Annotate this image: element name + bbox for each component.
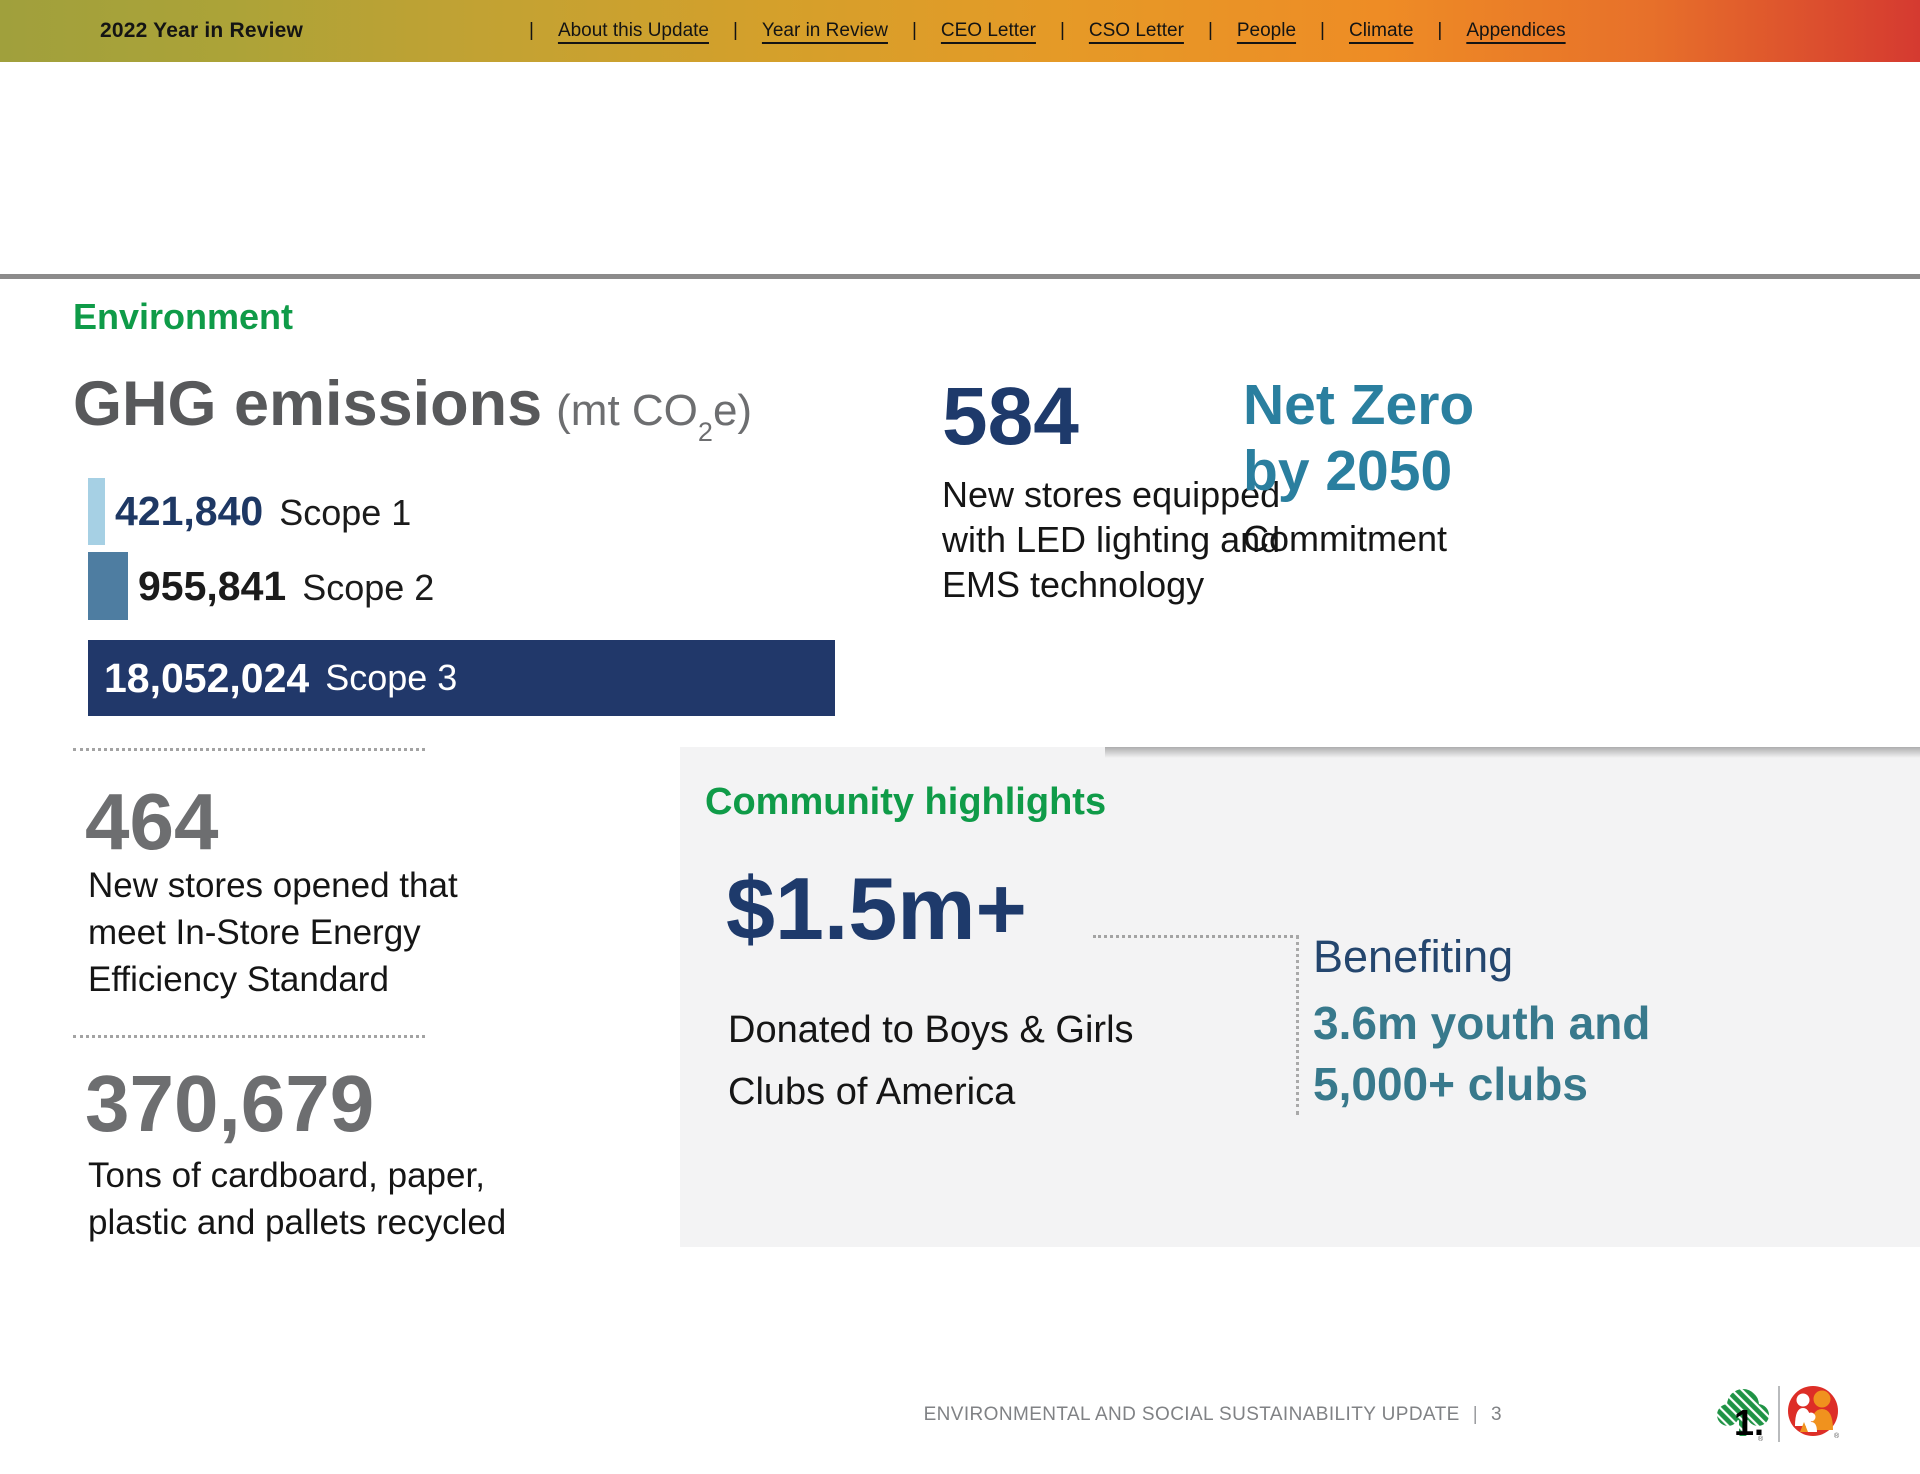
section-heading-community: Community highlights (705, 781, 1107, 823)
dollar-tree-logo: 1. ® (1717, 1389, 1769, 1443)
nav-link-year-in-review[interactable]: Year in Review (761, 20, 888, 41)
net-zero-subtext: Commitment (1243, 518, 1448, 559)
svg-text:®: ® (1758, 1435, 1764, 1443)
ghg-bar-row-scope-2: 955,841 Scope 2 (88, 552, 858, 620)
stat-new-stores-desc: New stores opened that meet In-Store Ene… (88, 866, 458, 999)
ghg-bar-row-scope-1: 421,840 Scope 1 (88, 478, 858, 545)
nav-separator: | (529, 20, 534, 41)
ghg-bar-row-scope-3: 18,052,024 Scope 3 (88, 640, 858, 716)
logo-divider (1778, 1386, 1780, 1442)
ghg-bar-category: Scope 2 (302, 566, 435, 608)
stat-recycled-desc: Tons of cardboard, paper, plastic and pa… (88, 1156, 507, 1242)
stat-led-stores-desc: New stores equipped with LED lighting an… (942, 474, 1281, 605)
ghg-chart-title: GHG emissions (mt CO2e) (73, 368, 752, 448)
nav-link-about-this-update[interactable]: About this Update (557, 20, 709, 41)
nav-separator: | (1059, 20, 1065, 41)
footer-separator: | (1472, 1404, 1479, 1425)
nav-link-appendices[interactable]: Appendices (1466, 20, 1566, 41)
panel-top-shadow (1105, 747, 1920, 758)
header-rule (0, 274, 1920, 279)
dotted-connector-vertical (1296, 935, 1299, 1115)
ghg-emissions-bar-chart: 421,840 Scope 1 955,841 Scope 2 18,052,024 Sc… (88, 478, 858, 716)
nav-separator: | (732, 20, 738, 41)
section-heading-environment: Environment (73, 296, 294, 337)
ghg-bar-scope-2 (88, 552, 128, 620)
ghg-bar-value: 421,840 (115, 488, 264, 534)
ghg-bar-value: 18,052,024 (104, 654, 310, 701)
top-nav-bar: 2022 Year in Review | About this Update | Y… (0, 0, 1920, 62)
stat-recycled-value: 370,679 (85, 1059, 375, 1148)
stat-led-stores-value: 584 (942, 371, 1079, 462)
nav-separator: | (911, 20, 917, 41)
ghg-bar-category: Scope 1 (279, 492, 412, 533)
ghg-bar-value: 955,841 (138, 562, 287, 609)
report-title: 2022 Year in Review (100, 19, 304, 42)
ghg-bar-label-group: 18,052,024 Scope 3 (88, 640, 835, 716)
net-zero-heading: Net Zero by 2050 (1243, 373, 1475, 503)
dotted-divider (73, 748, 425, 751)
stat-new-stores-value: 464 (85, 777, 219, 866)
ghg-title-text: GHG emissions (73, 369, 543, 439)
benefit-stats: 3.6m youth and 5,000+ clubs (1313, 997, 1651, 1110)
nav-link-ceo-letter[interactable]: CEO Letter (940, 20, 1036, 41)
footer-page-number: 3 (1491, 1404, 1502, 1425)
nav-separator: | (1437, 20, 1443, 41)
community-highlights-panel: Community highlights $1.5m+ Donated to B… (680, 747, 1920, 1247)
nav-link-climate[interactable]: Climate (1348, 20, 1414, 41)
donation-amount: $1.5m+ (726, 859, 1027, 958)
dotted-connector-horizontal (1093, 935, 1293, 938)
nav-separator: | (1207, 20, 1213, 41)
ghg-bar-category: Scope 3 (325, 657, 458, 698)
ghg-bar-label-group: 955,841 Scope 2 (138, 563, 434, 610)
ghg-bar-scope-3: 18,052,024 Scope 3 (88, 640, 835, 716)
ghg-unit: (mt CO2e) (556, 386, 753, 447)
benefit-label: Benefiting (1313, 931, 1514, 982)
svg-text:1.: 1. (1734, 1402, 1764, 1443)
footer-logos: 1. ® ® (1714, 1384, 1844, 1444)
dotted-divider (73, 1035, 425, 1038)
footer-text: ENVIRONMENTAL AND SOCIAL SUSTAINABILITY … (923, 1404, 1460, 1425)
ghg-bar-scope-1 (88, 478, 105, 545)
family-dollar-logo: ® (1788, 1386, 1840, 1440)
header-nav: | About this Update | Year in Review | CEO Le… (505, 0, 1566, 62)
svg-text:®: ® (1834, 1432, 1840, 1440)
nav-link-people[interactable]: People (1236, 20, 1297, 41)
footer: ENVIRONMENTAL AND SOCIAL SUSTAINABILITY … (924, 1404, 1502, 1426)
ghg-unit-subscript: 2 (697, 417, 713, 447)
ghg-bar-label-group: 421,840 Scope 1 (115, 488, 411, 535)
donation-desc: Donated to Boys & Girls Clubs of America (728, 1009, 1134, 1113)
nav-separator: | (1320, 20, 1325, 41)
nav-link-cso-letter[interactable]: CSO Letter (1088, 20, 1184, 41)
